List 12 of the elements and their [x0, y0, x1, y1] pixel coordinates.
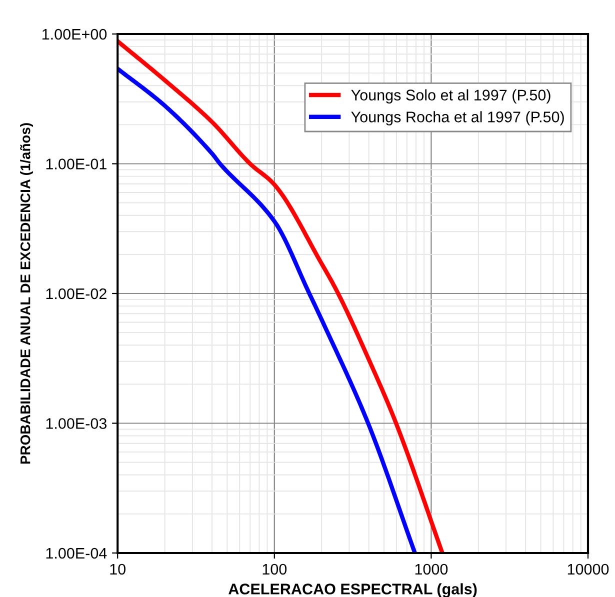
- x-tick-label: 1000: [415, 564, 448, 575]
- x-tick-label: 10000: [568, 564, 609, 575]
- legend-label: Youngs Solo et al 1997 (P.50): [351, 89, 550, 104]
- y-tick-label: 1.00E+00: [42, 28, 107, 40]
- y-tick-label: 1.00E-03: [46, 418, 107, 429]
- y-tick-label: 1.00E-04: [46, 548, 107, 559]
- y-axis-title: PROBABILIDADE ANUAL DE EXCEDENCIA (1/años): [20, 123, 34, 464]
- y-tick-label: 1.00E-01: [46, 158, 106, 170]
- y-tick-label: 1.00E-02: [46, 288, 106, 300]
- legend-label: Youngs Rocha et al 1997 (P.50): [351, 111, 564, 126]
- x-tick-label: 100: [262, 564, 287, 575]
- x-tick-label: 10: [110, 564, 126, 575]
